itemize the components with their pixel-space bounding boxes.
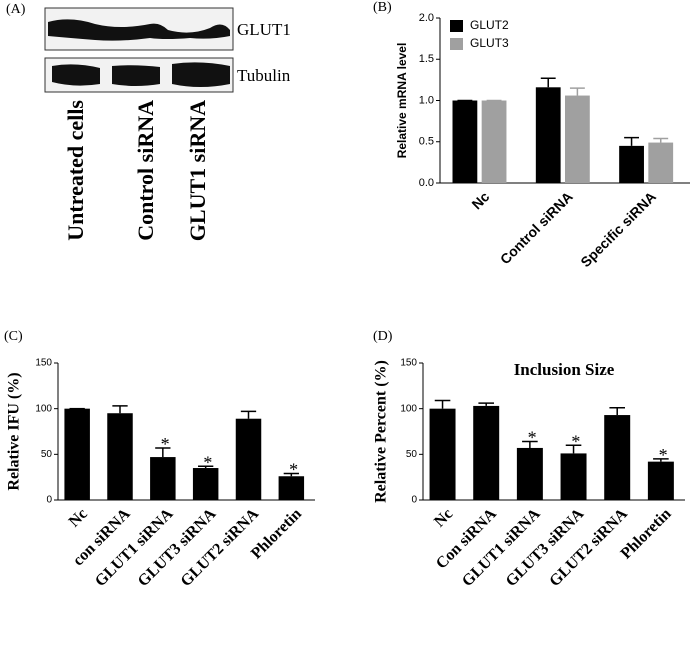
panel-label: (A) xyxy=(6,2,26,17)
y-tick-label: 0 xyxy=(46,495,52,506)
bar xyxy=(278,476,305,500)
annotation: * xyxy=(528,428,537,448)
error-bar xyxy=(155,447,171,458)
error-bar xyxy=(478,402,495,406)
error-bar xyxy=(198,465,214,469)
panel-label: (B) xyxy=(373,0,392,15)
lane-label: GLUT1 siRNA xyxy=(185,100,210,241)
x-tick-label: GLUT3 siRNA xyxy=(503,505,588,590)
x-tick-label: Nc xyxy=(468,188,492,212)
x-tick-label: Specific siRNA xyxy=(577,188,659,270)
bar xyxy=(452,100,478,183)
x-tick-label: GLUT2 siRNA xyxy=(546,505,631,590)
error-bar xyxy=(434,399,451,409)
panel-label: (C) xyxy=(4,329,23,344)
error-bar xyxy=(565,444,582,454)
lane-label: Control siRNA xyxy=(133,100,158,241)
bar xyxy=(192,468,219,500)
y-tick-label: 0.0 xyxy=(419,177,434,189)
error-bar xyxy=(522,440,538,448)
y-axis-label: Relative IFU (%) xyxy=(6,372,23,490)
bar xyxy=(64,408,90,500)
lane-label: Untreated cells xyxy=(63,100,88,241)
y-tick-label: 0.5 xyxy=(419,136,434,148)
y-tick-label: 50 xyxy=(41,449,53,460)
legend-label: GLUT2 xyxy=(470,18,509,32)
annotation: * xyxy=(659,445,668,465)
x-tick-label: GLUT1 siRNA xyxy=(459,505,544,590)
bar xyxy=(565,95,590,183)
y-tick-label: 100 xyxy=(400,403,417,414)
error-bar xyxy=(609,407,626,416)
y-axis-label: Relative Percent (%) xyxy=(373,360,390,503)
bar xyxy=(473,405,500,500)
panel-label: (D) xyxy=(373,329,393,344)
bar xyxy=(619,145,644,183)
error-bar xyxy=(569,87,585,96)
bar xyxy=(604,415,631,500)
y-tick-label: 100 xyxy=(35,403,52,414)
annotation: * xyxy=(161,434,170,454)
y-tick-label: 150 xyxy=(35,358,52,369)
bar xyxy=(560,453,587,500)
y-axis-label: Relative mRNA level xyxy=(395,43,409,159)
bar xyxy=(535,87,561,183)
bar xyxy=(429,408,456,500)
y-tick-label: 1.0 xyxy=(419,94,434,106)
bar xyxy=(648,142,674,183)
legend-swatch xyxy=(450,20,463,32)
bar xyxy=(516,447,543,500)
blot-band xyxy=(48,19,230,41)
error-bar xyxy=(240,410,257,419)
blot xyxy=(44,7,234,93)
x-tick-label: Nc xyxy=(431,505,456,530)
annotation: * xyxy=(289,460,298,480)
error-bar xyxy=(653,137,669,143)
chart-title: Inclusion Size xyxy=(514,360,615,379)
error-bar xyxy=(540,77,556,88)
y-tick-label: 2.0 xyxy=(419,12,434,24)
y-tick-label: 150 xyxy=(400,358,417,369)
error-bar xyxy=(653,458,669,462)
band-label: Tubulin xyxy=(237,66,291,85)
error-bar xyxy=(624,136,639,146)
y-tick-label: 50 xyxy=(406,449,418,460)
error-bar xyxy=(112,405,128,414)
y-tick-label: 0 xyxy=(411,495,417,506)
legend-label: GLUT3 xyxy=(470,36,509,50)
band-label: GLUT1 xyxy=(237,20,291,39)
bar xyxy=(235,418,262,500)
annotation: * xyxy=(571,431,580,451)
error-bar xyxy=(283,472,299,477)
legend-swatch xyxy=(450,38,463,50)
bar xyxy=(481,100,507,183)
x-tick-label: Control siRNA xyxy=(497,188,576,267)
bar xyxy=(107,413,133,500)
bar xyxy=(150,457,176,500)
bar xyxy=(647,461,674,500)
blot-band xyxy=(52,62,230,87)
x-tick-label: Nc xyxy=(66,505,91,530)
annotation: * xyxy=(203,452,212,472)
y-tick-label: 1.5 xyxy=(419,53,434,65)
